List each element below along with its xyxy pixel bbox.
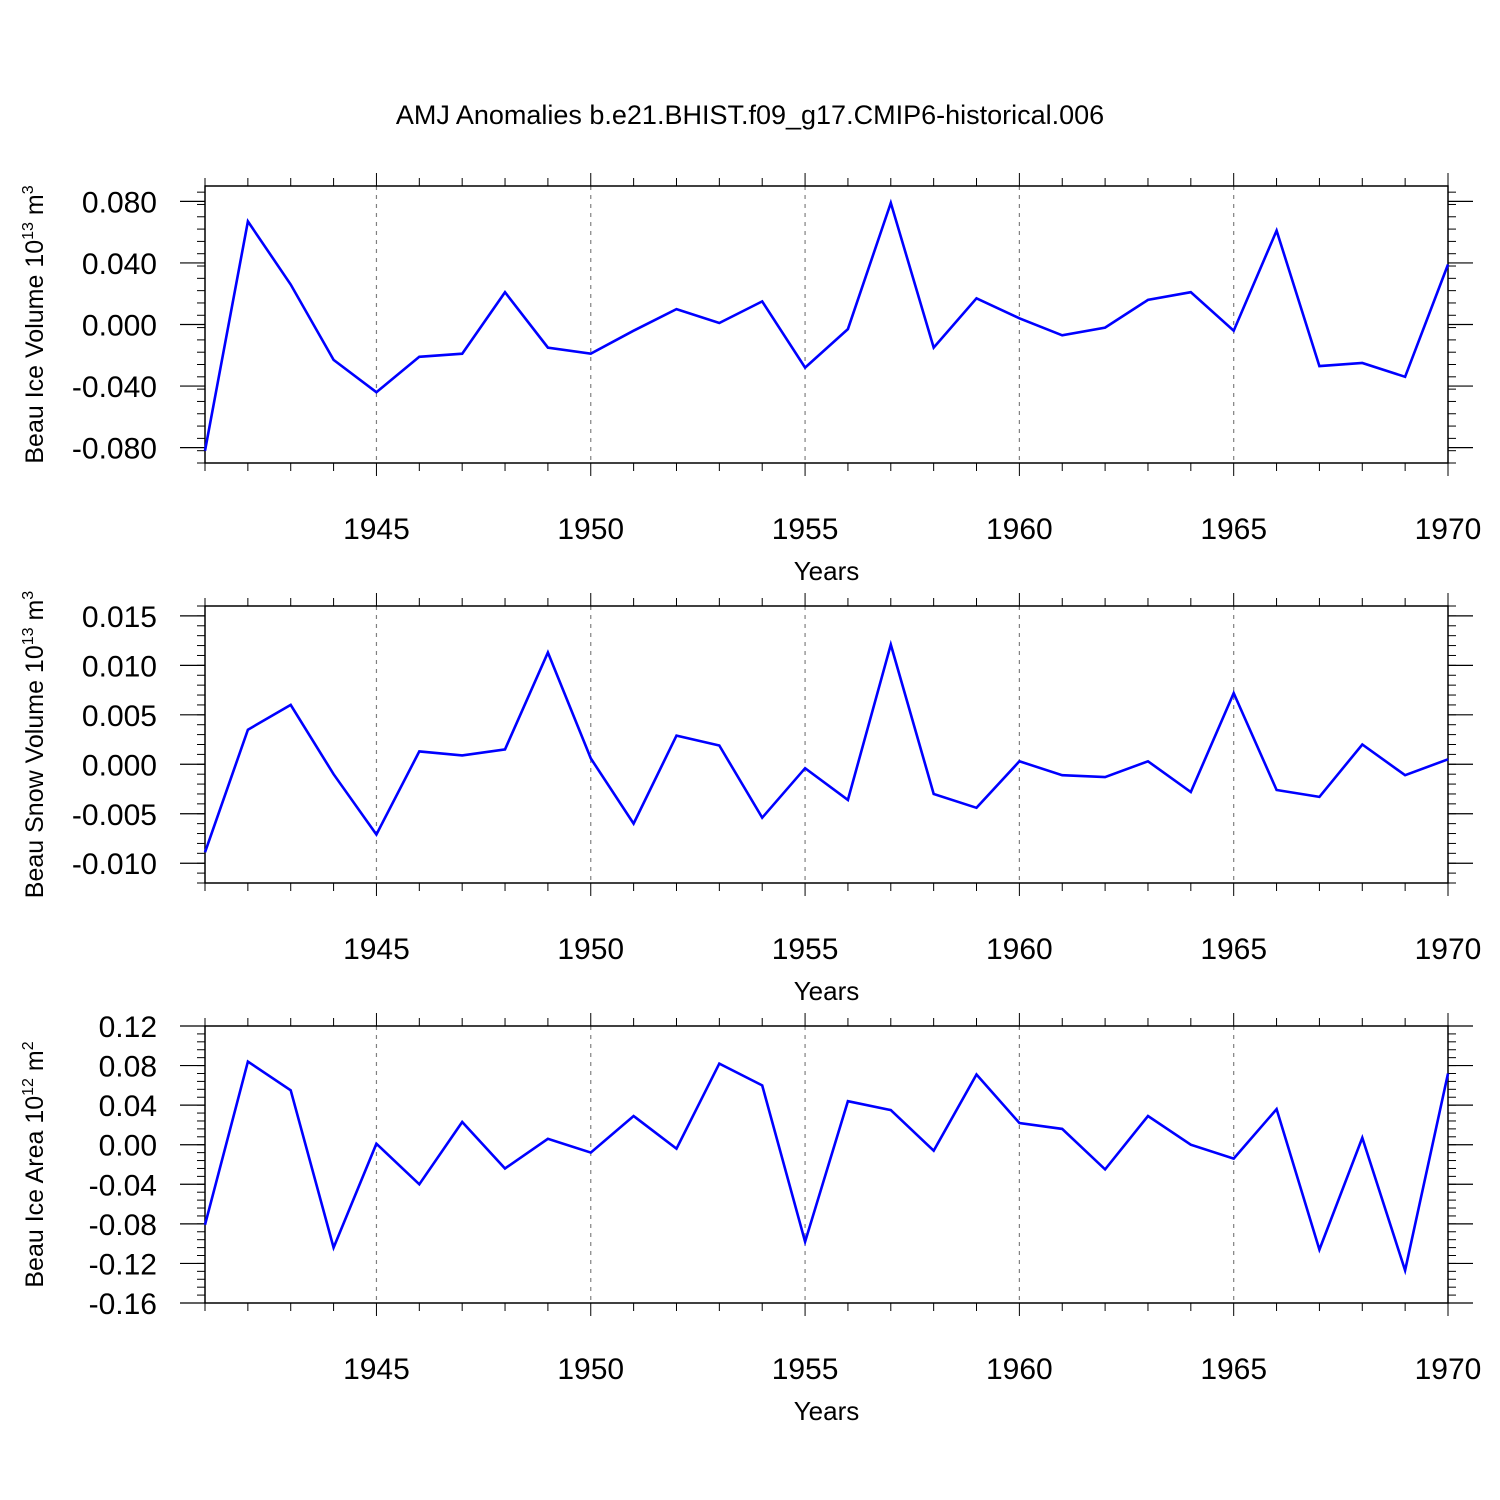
y-tick-label: 0.08 (99, 1051, 157, 1084)
x-tick-label: 1970 (1415, 933, 1482, 966)
y-tick-label: 0.040 (82, 248, 157, 281)
y-axis-label-superscript: 13 (20, 222, 37, 240)
y-axis-label-part: m (21, 600, 49, 628)
y-tick-label: 0.04 (99, 1090, 157, 1123)
y-tick-label: 0.000 (82, 310, 157, 343)
y-tick-label: -0.16 (89, 1288, 157, 1321)
y-tick-label: 0.015 (82, 601, 157, 634)
y-axis-label: Beau Snow Volume 1013 m3 (20, 591, 49, 899)
y-tick-label: 0.00 (99, 1130, 157, 1163)
y-tick-label: -0.010 (72, 848, 157, 881)
chart-panel-1: -0.080 -0.040 0.000 0.040 0.080 1945 1950 1955 1… (20, 173, 1481, 586)
x-tick-label: 1965 (1200, 513, 1267, 546)
plot-frame (204, 1025, 1449, 1304)
series-line (203, 639, 1449, 853)
x-tick-label: 1950 (557, 933, 624, 966)
x-axis-label: Years (794, 556, 860, 586)
y-axis-label-superscript: 2 (20, 1041, 37, 1050)
figure-title: AMJ Anomalies b.e21.BHIST.f09_g17.CMIP6-… (396, 100, 1104, 130)
y-axis-label-superscript: 3 (20, 185, 37, 194)
chart-panel-2: -0.010 -0.005 0.000 0.005 0.010 0.015 1945 1950… (20, 591, 1481, 1006)
plot-frame (204, 605, 1449, 884)
x-tick-label: 1955 (772, 513, 839, 546)
x-tick-label: 1965 (1200, 933, 1267, 966)
y-axis-label: Beau Ice Volume 1013 m3 (20, 185, 49, 463)
y-tick-label: 0.080 (82, 186, 157, 219)
y-axis-label-part: Beau Snow Volume 10 (21, 645, 49, 898)
chart-panels: -0.080 -0.040 0.000 0.040 0.080 1945 1950 1955 1… (20, 173, 1481, 1426)
x-tick-label: 1950 (557, 513, 624, 546)
x-tick-label: 1955 (772, 1353, 839, 1386)
y-tick-label: -0.005 (72, 799, 157, 832)
x-tick-label: 1955 (772, 933, 839, 966)
y-axis-label-superscript: 12 (20, 1078, 37, 1096)
x-axis-label: Years (794, 1396, 860, 1426)
x-tick-label: 1945 (343, 933, 410, 966)
y-tick-label: -0.080 (72, 433, 157, 466)
x-tick-label: 1945 (343, 513, 410, 546)
series-line (203, 198, 1450, 451)
y-axis-label-part: Beau Ice Volume 10 (21, 240, 49, 464)
x-axis-label: Years (794, 976, 860, 1006)
x-tick-label: 1945 (343, 1353, 410, 1386)
x-tick-label: 1970 (1415, 1353, 1482, 1386)
y-tick-label: 0.000 (82, 749, 157, 782)
y-axis-label: Beau Ice Area 1012 m2 (20, 1041, 49, 1287)
x-tick-label: 1960 (986, 933, 1053, 966)
series-line (203, 1059, 1450, 1276)
y-tick-label: -0.04 (89, 1169, 157, 1202)
y-axis-label-part: m (21, 1050, 49, 1078)
x-tick-label: 1965 (1200, 1353, 1267, 1386)
x-tick-label: 1950 (557, 1353, 624, 1386)
y-tick-label: -0.08 (89, 1209, 157, 1242)
y-tick-label: -0.12 (89, 1248, 157, 1281)
y-axis-label-part: m (21, 194, 49, 222)
y-tick-label: 0.010 (82, 650, 157, 683)
y-axis-label-part: Beau Ice Area 10 (21, 1096, 49, 1288)
plot-frame (204, 185, 1449, 464)
x-tick-label: 1960 (986, 513, 1053, 546)
chart-panel-3: -0.16 -0.12 -0.08 -0.04 0.00 0.04 0.08 0.12 1945… (20, 1011, 1481, 1426)
y-axis-label-superscript: 3 (20, 591, 37, 600)
y-tick-label: 0.005 (82, 700, 157, 733)
x-tick-label: 1960 (986, 1353, 1053, 1386)
y-axis-label-superscript: 13 (20, 627, 37, 645)
y-tick-label: 0.12 (99, 1011, 157, 1044)
y-tick-label: -0.040 (72, 371, 157, 404)
x-tick-label: 1970 (1415, 513, 1482, 546)
